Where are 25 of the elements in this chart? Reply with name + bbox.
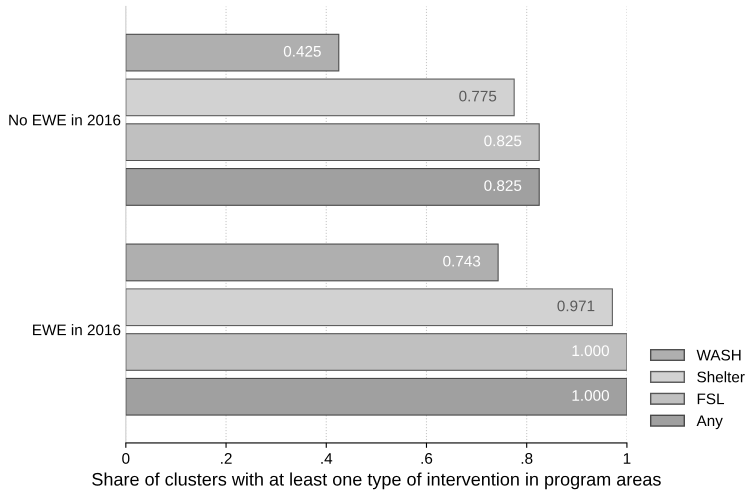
legend-label: WASH xyxy=(696,350,741,361)
legend-label: Any xyxy=(696,415,723,430)
y-tick-label: No EWE in 2016 xyxy=(9,114,120,126)
data-label: 0.425 xyxy=(284,46,321,57)
x-tick-label: .2 xyxy=(221,453,232,464)
data-label: 1.000 xyxy=(572,345,609,356)
legend-label: Shelter xyxy=(697,371,745,382)
data-label: 0.825 xyxy=(484,135,522,146)
legend-label: FSL xyxy=(698,393,724,404)
x-tick-label: .6 xyxy=(422,453,432,464)
bar xyxy=(126,168,540,206)
x-tick-label: 1 xyxy=(624,453,630,464)
x-tick-label: .4 xyxy=(321,453,332,464)
x-tick-label: .8 xyxy=(522,453,532,464)
x-axis-title: Share of clusters with at least one type of intervention in program areas xyxy=(92,472,661,490)
x-tick-label: 0 xyxy=(122,453,130,464)
bar xyxy=(126,378,627,416)
bar xyxy=(126,34,340,72)
data-label: 0.743 xyxy=(443,256,480,267)
data-label: 0.971 xyxy=(557,300,594,312)
data-label: 1.000 xyxy=(572,390,609,401)
data-label: 0.825 xyxy=(484,180,522,192)
y-tick-label: EWE in 2016 xyxy=(33,324,120,336)
data-label: 0.775 xyxy=(459,90,496,102)
bar xyxy=(126,244,499,282)
